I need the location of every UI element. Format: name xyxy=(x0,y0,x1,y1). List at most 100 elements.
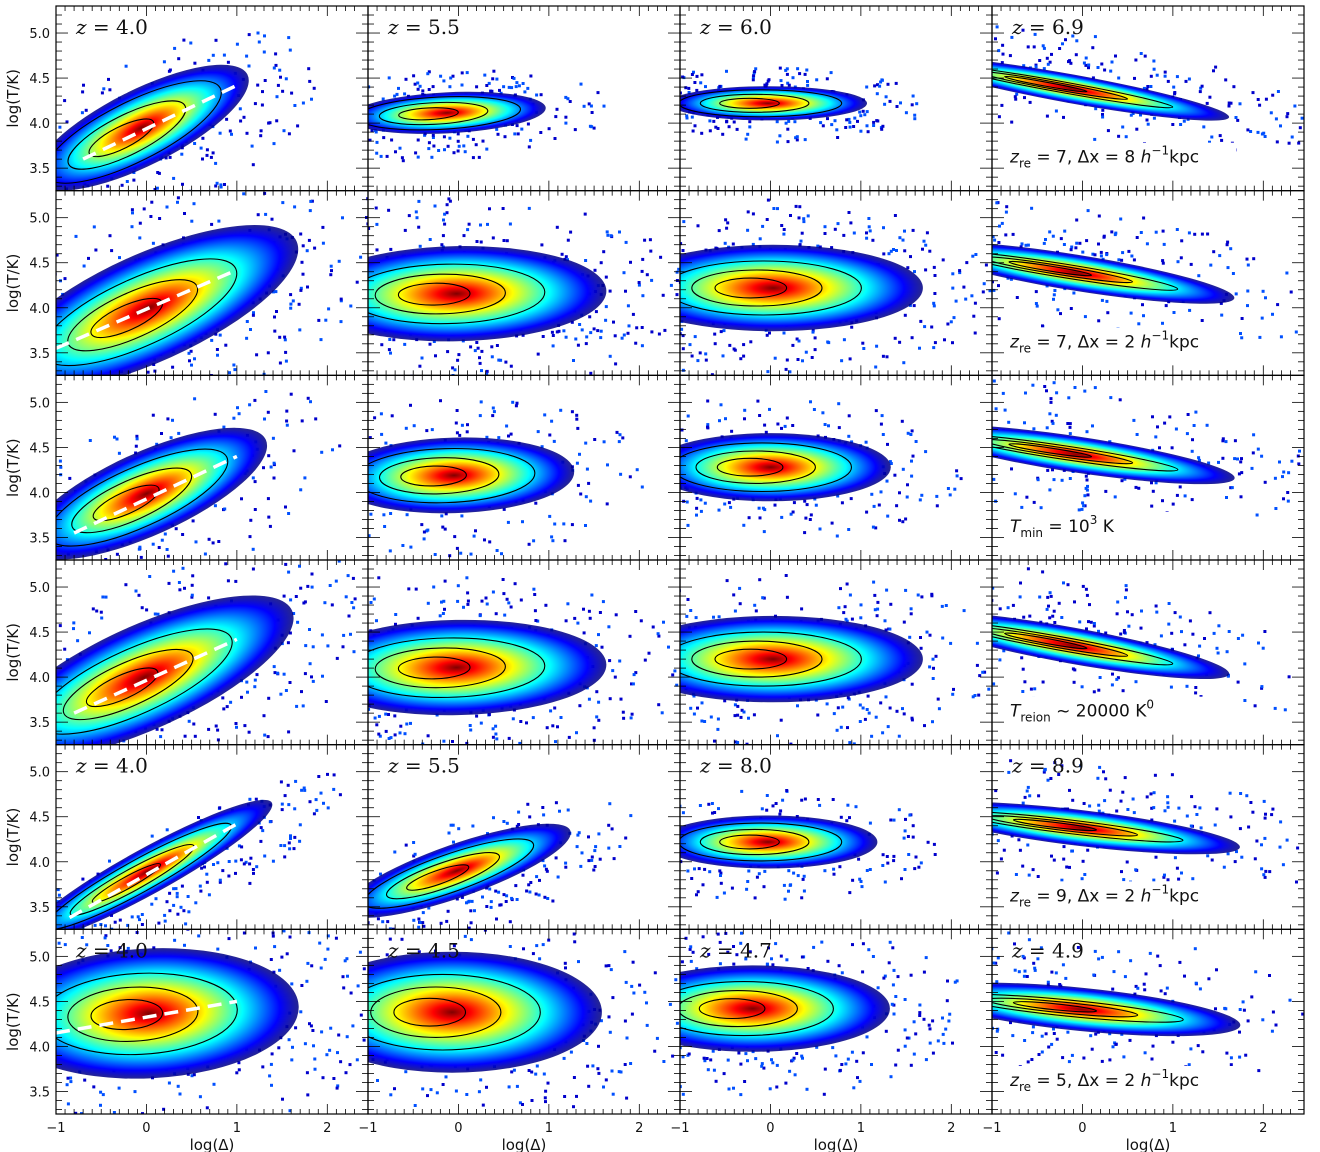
noise-point xyxy=(263,34,266,38)
noise-point xyxy=(667,323,670,326)
noise-point xyxy=(358,663,361,666)
noise-point xyxy=(533,609,537,613)
noise-point xyxy=(936,49,939,52)
noise-point xyxy=(1283,708,1287,712)
noise-point xyxy=(1010,35,1014,39)
noise-point xyxy=(81,90,85,94)
noise-point xyxy=(384,729,388,733)
noise-point xyxy=(4,205,7,208)
noise-point xyxy=(836,706,840,710)
noise-point xyxy=(650,674,653,677)
noise-point xyxy=(997,241,1001,244)
noise-point xyxy=(614,362,618,366)
noise-point xyxy=(583,212,587,216)
noise-point xyxy=(63,250,66,253)
noise-point xyxy=(595,715,599,719)
noise-point xyxy=(142,579,145,582)
noise-point xyxy=(806,80,809,83)
noise-point xyxy=(671,616,674,619)
noise-point xyxy=(377,714,381,718)
noise-point xyxy=(676,512,679,515)
noise-point xyxy=(46,139,49,142)
noise-point xyxy=(169,436,173,440)
noise-point xyxy=(276,727,279,730)
noise-point xyxy=(1184,79,1188,83)
noise-point xyxy=(626,668,629,671)
noise-point xyxy=(63,775,66,778)
noise-point xyxy=(826,340,830,344)
noise-point xyxy=(293,463,296,466)
noise-point xyxy=(362,609,365,612)
noise-point xyxy=(1015,296,1019,299)
noise-point xyxy=(918,462,921,465)
noise-point xyxy=(427,141,431,145)
noise-point xyxy=(675,118,678,121)
noise-point xyxy=(456,599,460,603)
noise-point xyxy=(426,734,430,738)
noise-point xyxy=(555,225,559,229)
noise-point xyxy=(172,176,176,180)
noise-point xyxy=(166,554,170,558)
noise-point xyxy=(878,84,882,88)
noise-point xyxy=(216,353,219,357)
noise-point xyxy=(931,254,934,257)
noise-point xyxy=(848,60,851,63)
noise-point xyxy=(418,244,422,248)
noise-point xyxy=(228,129,232,133)
noise-point xyxy=(332,92,335,95)
noise-point xyxy=(642,121,645,124)
noise-point xyxy=(742,354,746,358)
noise-point xyxy=(303,672,307,676)
noise-point xyxy=(305,126,308,129)
panel-r3-c1 xyxy=(35,390,342,589)
noise-point xyxy=(364,309,367,312)
noise-point xyxy=(301,244,305,248)
noise-point xyxy=(22,358,25,361)
noise-point xyxy=(913,117,917,121)
noise-point xyxy=(1085,239,1089,243)
density-contour xyxy=(398,107,459,121)
noise-point xyxy=(903,93,906,96)
noise-point xyxy=(310,97,313,101)
noise-point xyxy=(1158,446,1161,450)
noise-point xyxy=(635,468,639,472)
noise-point xyxy=(739,715,743,719)
noise-point xyxy=(620,336,624,340)
noise-point xyxy=(672,710,675,713)
noise-point xyxy=(469,728,473,732)
noise-point xyxy=(35,286,38,289)
noise-point xyxy=(297,608,300,611)
noise-point xyxy=(122,397,125,400)
noise-point xyxy=(907,238,910,241)
noise-point xyxy=(965,443,968,446)
noise-point xyxy=(758,516,762,520)
density-contour xyxy=(56,258,238,367)
noise-point xyxy=(551,344,555,348)
noise-point xyxy=(1132,258,1136,262)
noise-point xyxy=(866,694,870,698)
noise-point xyxy=(604,723,607,726)
noise-point xyxy=(1048,412,1052,416)
noise-point xyxy=(594,310,598,314)
panel-r1-c3: z = 6.0 xyxy=(642,15,919,144)
noise-point xyxy=(441,234,445,238)
noise-point xyxy=(222,707,226,711)
noise-point xyxy=(763,508,767,512)
noise-point xyxy=(358,114,361,117)
noise-point xyxy=(901,238,905,242)
noise-point xyxy=(356,266,359,269)
noise-point xyxy=(284,689,288,692)
noise-point xyxy=(302,319,305,322)
noise-point xyxy=(629,260,632,264)
noise-point xyxy=(287,512,291,515)
noise-point xyxy=(1261,289,1265,293)
noise-point xyxy=(35,569,38,572)
noise-point xyxy=(151,542,155,546)
noise-point xyxy=(82,586,85,589)
noise-point xyxy=(1093,137,1097,141)
noise-point xyxy=(1060,616,1064,619)
noise-point xyxy=(99,196,102,199)
noise-point xyxy=(502,239,506,242)
noise-point xyxy=(457,144,461,148)
noise-point xyxy=(903,249,907,253)
